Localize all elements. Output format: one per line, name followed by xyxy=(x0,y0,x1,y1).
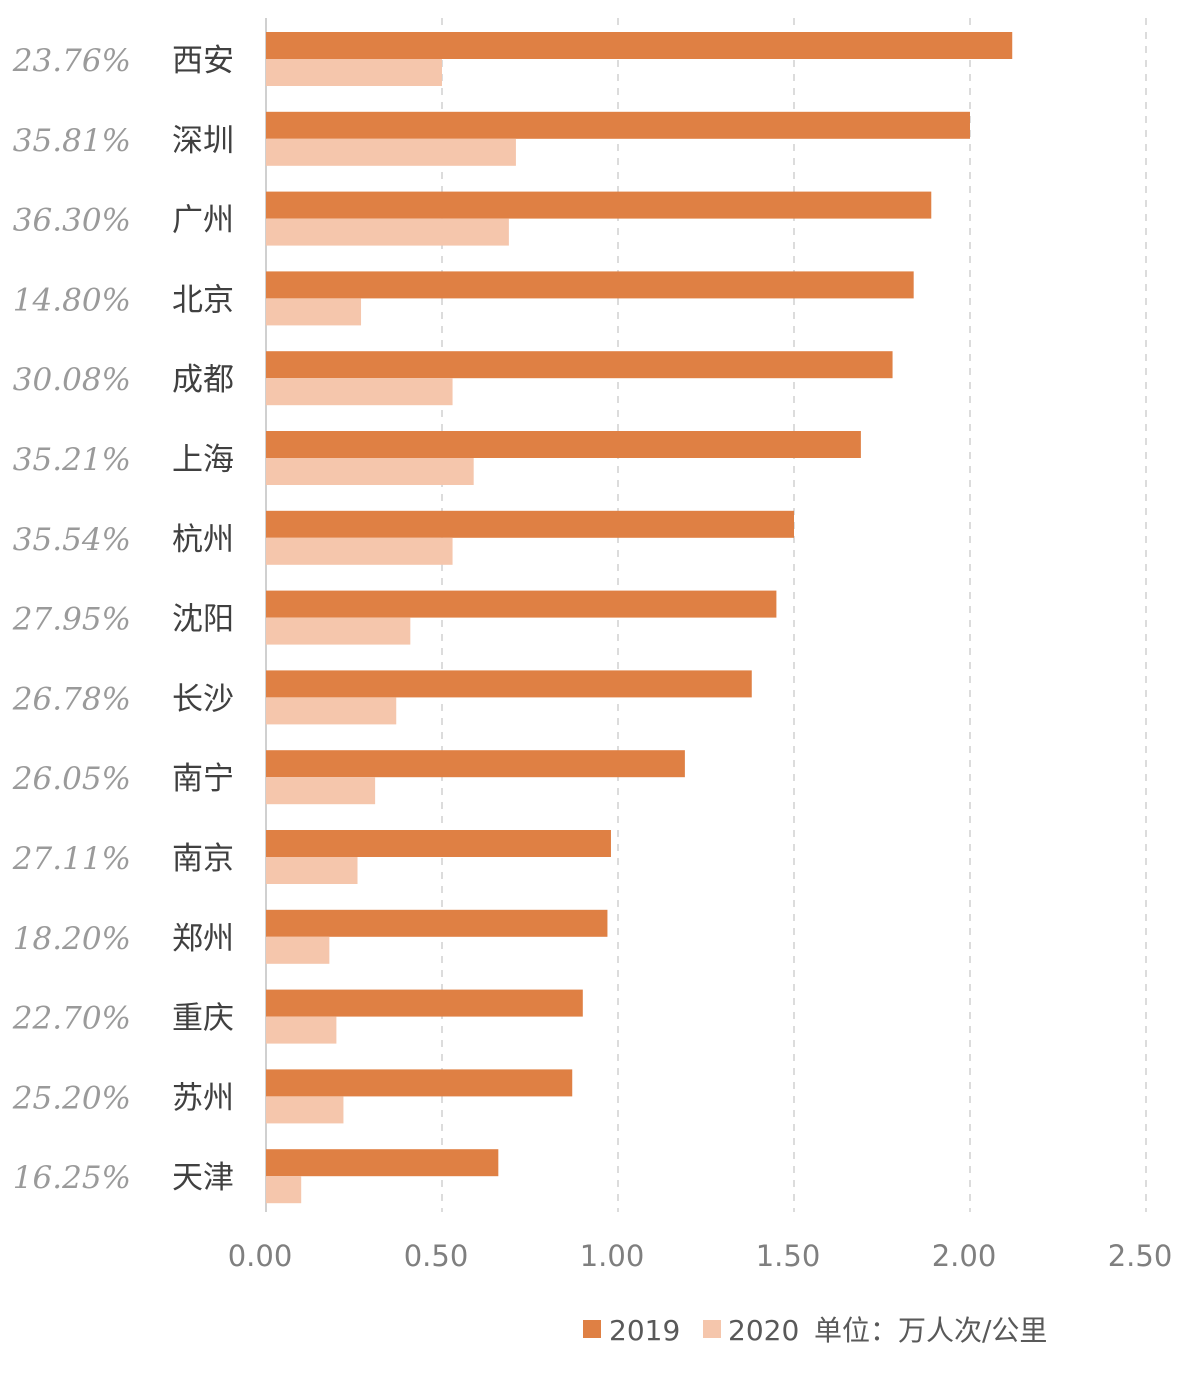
legend: 2019 2020 单位：万人次/公里 xyxy=(583,1314,1047,1347)
bar-2019 xyxy=(266,590,777,618)
percent-label: 35.81% xyxy=(13,123,131,159)
legend-swatch-2019 xyxy=(583,1320,601,1338)
percent-label: 26.05% xyxy=(12,761,131,797)
bar-2020 xyxy=(266,378,453,406)
category-label: 成都 xyxy=(172,362,234,398)
category-label: 南京 xyxy=(172,841,234,877)
bar-2019 xyxy=(266,431,861,458)
category-label: 长沙 xyxy=(172,681,234,717)
bar-2019 xyxy=(266,271,914,299)
bar-2019 xyxy=(266,909,608,937)
percent-label: 22.70% xyxy=(12,1001,131,1037)
bar-2020 xyxy=(266,857,358,884)
bar-2019 xyxy=(266,191,932,219)
bar-2020 xyxy=(266,218,509,246)
category-label: 重庆 xyxy=(172,1001,234,1037)
bar-2019 xyxy=(266,989,583,1017)
bar-2020 xyxy=(266,298,362,326)
category-label: 沈阳 xyxy=(172,602,234,638)
bar-2019 xyxy=(266,111,970,139)
category-label: 上海 xyxy=(172,442,234,478)
category-label: 南宁 xyxy=(172,761,234,797)
x-axis-ticks: 0.00 0.50 1.00 1.50 2.00 2.50 xyxy=(228,1239,1173,1273)
legend-swatch-2020 xyxy=(703,1320,721,1338)
legend-label-2019: 2019 xyxy=(609,1314,680,1347)
bar-2020 xyxy=(266,1016,337,1044)
x-tick-label: 1.00 xyxy=(580,1239,645,1273)
bar-2019 xyxy=(266,830,611,857)
percent-label: 30.08% xyxy=(13,362,131,398)
bar-2020 xyxy=(266,138,516,166)
bar-2019 xyxy=(266,1069,573,1097)
percent-label: 27.95% xyxy=(12,602,131,638)
bar-2020 xyxy=(266,697,397,725)
bar-2020 xyxy=(266,617,411,645)
bar-2019 xyxy=(266,32,1013,59)
category-label: 西安 xyxy=(172,43,234,79)
bar-2020 xyxy=(266,458,474,485)
bar-2020 xyxy=(266,936,330,964)
percent-label: 35.54% xyxy=(13,522,131,558)
x-tick-label: 2.50 xyxy=(1108,1239,1173,1273)
x-tick-label: 0.00 xyxy=(228,1239,293,1273)
percent-label: 25.20% xyxy=(12,1080,131,1116)
bar-2020 xyxy=(266,537,453,565)
percent-label: 26.78% xyxy=(12,681,131,717)
category-label: 杭州 xyxy=(172,522,234,558)
category-label: 广州 xyxy=(172,203,234,239)
bar-2020 xyxy=(266,1096,344,1124)
unit-label: 单位：万人次/公里 xyxy=(814,1314,1047,1347)
bar-2019 xyxy=(266,510,794,538)
category-label: 北京 xyxy=(172,282,234,318)
bar-2019 xyxy=(266,351,893,379)
percent-label: 14.80% xyxy=(13,282,131,318)
x-tick-label: 2.00 xyxy=(932,1239,997,1273)
percent-label: 36.30% xyxy=(13,203,131,239)
percent-label: 35.21% xyxy=(13,442,131,478)
x-tick-label: 0.50 xyxy=(404,1239,469,1273)
percent-label: 16.25% xyxy=(13,1160,131,1196)
bars xyxy=(266,32,1013,1204)
percent-label: 18.20% xyxy=(13,921,131,957)
bar-2019 xyxy=(266,750,685,778)
bar-2020 xyxy=(266,59,442,86)
category-label: 郑州 xyxy=(172,921,234,957)
x-tick-label: 1.50 xyxy=(756,1239,821,1273)
bar-2020 xyxy=(266,1176,302,1204)
percent-label: 27.11% xyxy=(12,841,131,877)
percent-label: 23.76% xyxy=(12,43,131,79)
bar-2020 xyxy=(266,777,376,805)
bar-2019 xyxy=(266,670,752,698)
category-label: 天津 xyxy=(172,1160,234,1196)
bar-2019 xyxy=(266,1149,499,1177)
legend-label-2020: 2020 xyxy=(728,1314,799,1347)
row-labels: 23.76% 西安 35.81% 深圳 36.30% 广州 14.80% 北京 30.08% 成都… xyxy=(12,43,234,1196)
category-label: 苏州 xyxy=(172,1080,234,1116)
category-label: 深圳 xyxy=(172,123,234,159)
